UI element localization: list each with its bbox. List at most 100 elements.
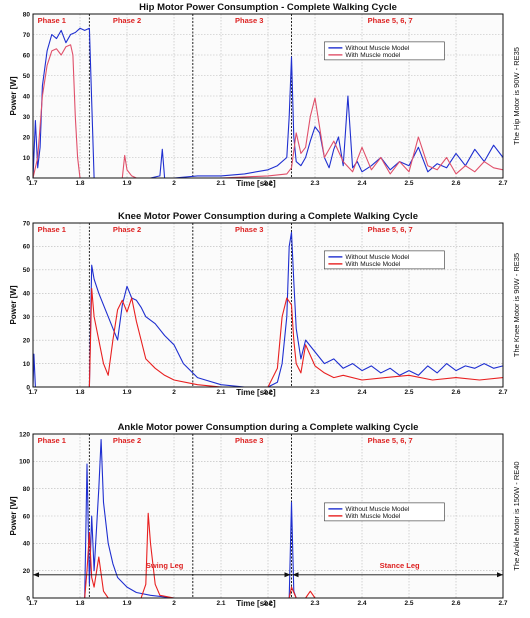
ankle-y-tick-label: 20 <box>23 568 31 575</box>
ankle-arrow-head <box>284 572 291 578</box>
knee-legend-entry: Without Muscle Model <box>345 254 409 261</box>
knee-x-tick-label: 2 <box>172 389 176 396</box>
ankle-y-tick-label: 80 <box>23 486 31 493</box>
knee-y-tick-label: 20 <box>23 337 31 344</box>
knee-phase-label: Phase 5, 6, 7 <box>368 225 413 234</box>
knee-x-tick-label: 1.8 <box>75 389 84 396</box>
ankle-annotation: Swing Leg <box>146 561 184 570</box>
ankle-x-tick-label: 2 <box>172 600 176 607</box>
hip-plot-frame <box>32 13 504 179</box>
ankle-phase-label: Phase 2 <box>113 436 141 445</box>
hip-x-tick-label: 2.7 <box>498 180 507 187</box>
hip-y-tick-label: 80 <box>23 11 31 18</box>
ankle-phase-label: Phase 5, 6, 7 <box>368 436 413 445</box>
hip-series-line-with-muscle <box>32 44 504 179</box>
ankle-x-tick-label: 1.8 <box>75 600 84 607</box>
ankle-legend-box <box>324 502 445 522</box>
ankle-x-tick-label: 1.7 <box>28 600 37 607</box>
hip-y-tick-label: 70 <box>23 32 31 39</box>
knee-y-tick-label: 50 <box>23 267 31 274</box>
ankle-x-tick-label: 2.2 <box>263 600 272 607</box>
ankle-phase-label: Phase 3 <box>235 436 263 445</box>
hip-y-tick-label: 60 <box>23 52 31 59</box>
knee-x-axis-label: Time [sec] <box>236 388 276 397</box>
knee-phase-label: Phase 3 <box>235 225 263 234</box>
ankle-y-tick-label: 40 <box>23 541 31 548</box>
knee-x-tick-label: 2.6 <box>451 389 460 396</box>
hip-legend-entry: Without Muscle Model <box>345 45 409 52</box>
hip-y-axis-label: Power [W] <box>9 76 18 115</box>
ankle-motor-side-label: The Ankle Motor is 150W - RE40 <box>512 461 521 570</box>
ankle-x-tick-label: 2.1 <box>216 600 225 607</box>
knee-chart: 1.7 1.8 1.9 2 2.1 2.2 2.3 2.4 2.5 2.6 2.7 0 10 20 30 40… <box>9 211 521 397</box>
hip-x-tick-label: 2.4 <box>357 180 366 187</box>
hip-motor-side-label: The Hip Motor is 90W - RE35 <box>512 47 521 145</box>
knee-y-tick-label: 70 <box>23 220 31 227</box>
hip-legend-entry: With Muscle model <box>345 52 400 59</box>
hip-series-line-without-muscle <box>32 27 504 179</box>
ankle-y-axis-label: Power [W] <box>9 496 18 535</box>
ankle-annotation: Stance Leg <box>380 561 420 570</box>
hip-phase-label: Phase 2 <box>113 16 141 25</box>
knee-legend-entry: With Muscle Model <box>345 261 400 268</box>
hip-x-tick-label: 1.7 <box>28 180 37 187</box>
knee-y-axis-label: Power [W] <box>9 285 18 324</box>
ankle-phase-label: Phase 1 <box>38 436 66 445</box>
ankle-x-axis-label: Time [sec] <box>236 599 276 608</box>
knee-y-tick-label: 40 <box>23 291 31 298</box>
knee-chart-title: Knee Motor Power Consumption during a Co… <box>118 211 418 222</box>
ankle-chart-title: Ankle Motor power Consumption during a C… <box>118 422 419 433</box>
knee-plot-frame <box>32 222 504 388</box>
knee-x-tick-label: 2.5 <box>404 389 413 396</box>
ankle-y-tick-label: 120 <box>19 431 30 438</box>
hip-y-tick-label: 50 <box>23 73 31 80</box>
ankle-x-tick-label: 2.7 <box>498 600 507 607</box>
knee-series-line-without-muscle <box>32 231 504 388</box>
hip-x-tick-label: 1.8 <box>75 180 84 187</box>
knee-x-tick-label: 2.4 <box>357 389 366 396</box>
hip-phase-label: Phase 1 <box>38 16 66 25</box>
ankle-x-tick-label: 2.4 <box>357 600 366 607</box>
knee-phase-label: Phase 2 <box>113 225 141 234</box>
hip-x-tick-label: 2.1 <box>216 180 225 187</box>
ankle-x-tick-label: 1.9 <box>122 600 131 607</box>
hip-x-tick-label: 2.3 <box>310 180 319 187</box>
hip-y-tick-label: 30 <box>23 114 31 121</box>
knee-x-tick-label: 2.3 <box>310 389 319 396</box>
ankle-y-tick-label: 100 <box>19 459 30 466</box>
knee-x-tick-label: 1.9 <box>122 389 131 396</box>
ankle-arrow-head <box>33 572 39 578</box>
hip-x-tick-label: 2.6 <box>451 180 460 187</box>
knee-x-tick-label: 2.7 <box>498 389 507 396</box>
ankle-legend-entry: With Muscle Model <box>345 513 400 520</box>
hip-x-tick-label: 1.9 <box>122 180 131 187</box>
ankle-y-tick-label: 60 <box>23 513 31 520</box>
knee-legend-box <box>324 250 445 270</box>
hip-y-tick-label: 20 <box>23 134 31 141</box>
knee-motor-side-label: The Knee Motor is 90W - RE35 <box>512 253 521 357</box>
knee-x-tick-label: 1.7 <box>28 389 37 396</box>
knee-x-tick-label: 2.2 <box>263 389 272 396</box>
ankle-y-tick-label: 0 <box>26 595 30 602</box>
knee-y-tick-label: 10 <box>23 361 31 368</box>
hip-chart-title: Hip Motor Power Consumption - Complete W… <box>139 2 397 13</box>
knee-x-tick-label: 2.1 <box>216 389 225 396</box>
hip-x-tick-label: 2 <box>172 180 176 187</box>
hip-phase-label: Phase 3 <box>235 16 263 25</box>
hip-chart: 1.7 1.8 1.9 2 2.1 2.2 2.3 2.4 2.5 2.6 2.7 0 10 20 30 40… <box>9 2 521 188</box>
knee-phase-label: Phase 1 <box>38 225 66 234</box>
ankle-x-tick-label: 2.6 <box>451 600 460 607</box>
hip-y-tick-label: 0 <box>26 175 30 182</box>
knee-y-tick-label: 30 <box>23 314 31 321</box>
hip-x-axis-label: Time [sec] <box>236 179 276 188</box>
hip-legend-box <box>324 41 445 61</box>
ankle-chart: 1.7 1.8 1.9 2 2.1 2.2 2.3 2.4 2.5 2.6 2.7 0 20 40 60 80… <box>9 422 521 608</box>
hip-x-tick-label: 2.5 <box>404 180 413 187</box>
knee-y-tick-label: 60 <box>23 244 31 251</box>
ankle-arrow-head <box>292 572 299 578</box>
knee-y-tick-label: 0 <box>26 384 30 391</box>
ankle-arrow-head <box>497 572 503 578</box>
hip-y-tick-label: 40 <box>23 93 31 100</box>
ankle-legend-entry: Without Muscle Model <box>345 506 409 513</box>
